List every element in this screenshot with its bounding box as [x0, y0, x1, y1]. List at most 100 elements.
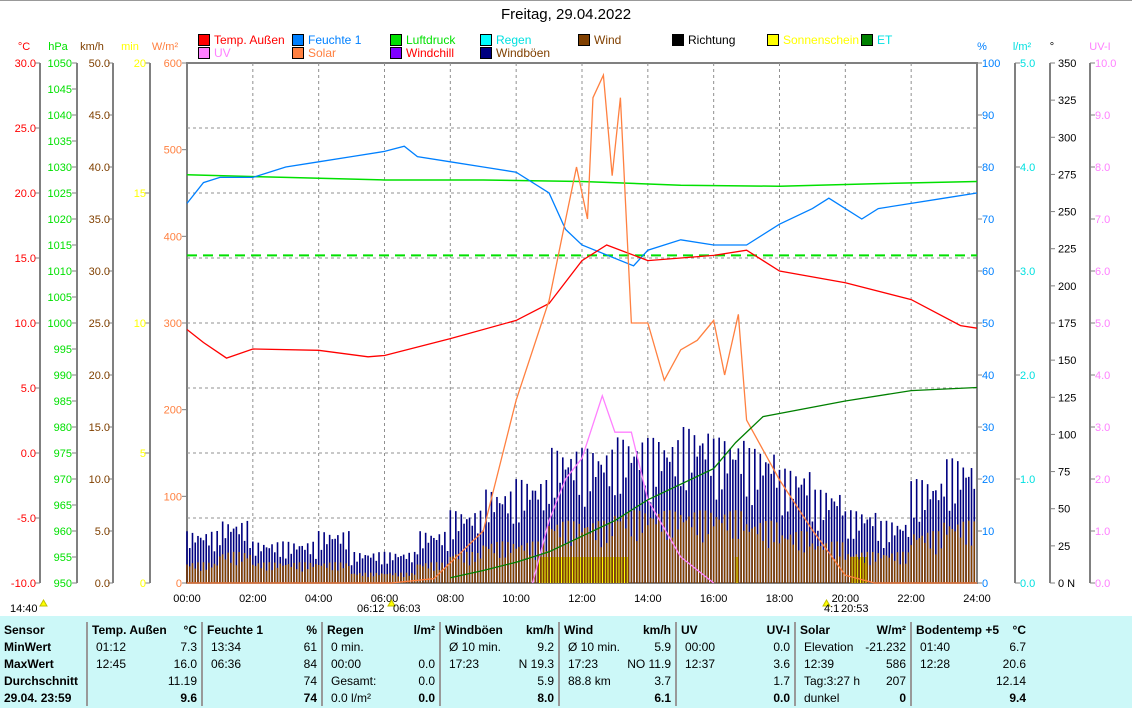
stats-label: 01:40	[920, 640, 951, 654]
axis-tick-label: 1035	[48, 136, 72, 148]
stats-row: Ø 10 min. 5.9	[560, 639, 675, 656]
axis-tick-label: 225	[1058, 244, 1076, 256]
x-tick-label: 18:00	[766, 593, 794, 605]
stats-column: Feuchte 1% 13:34 61 06:36 84 74 74	[203, 622, 323, 706]
legend-label: Temp. Außen	[214, 33, 285, 47]
legend-label: Sonnenschein	[783, 33, 860, 47]
x-tick-label: 12:00	[568, 593, 596, 605]
stats-label: Sensor	[4, 623, 45, 637]
axis-tick-label: 950	[54, 578, 72, 590]
stats-row: 88.8 km 3.7	[560, 673, 675, 690]
stats-row: 0.0	[677, 690, 794, 707]
stats-value: 0.0	[773, 640, 790, 654]
stats-label: dunkel	[804, 691, 840, 705]
stats-label: Solar	[800, 623, 831, 637]
stats-label: 12:39	[804, 657, 835, 671]
axis-tick-label: 30.0	[15, 58, 36, 70]
legend-label: Solar	[308, 46, 337, 60]
stats-value: 9.6	[180, 691, 197, 705]
stats-row: dunkel 0	[796, 690, 910, 707]
stats-label: Windböen	[445, 623, 503, 637]
axis-tick-label: 5	[140, 448, 146, 460]
legend-label: Feuchte 1	[308, 33, 362, 47]
stats-value: °C	[183, 623, 197, 637]
legend-swatch	[767, 34, 779, 46]
legend-label: Luftdruck	[406, 33, 456, 47]
stats-row: 8.0	[441, 690, 558, 707]
axis-tick-label: 50	[982, 318, 994, 330]
stats-value: UV-I	[766, 623, 790, 637]
stats-row: Ø 10 min. 9.2	[441, 639, 558, 656]
axis-tick-label: 25.0	[15, 123, 36, 135]
legend-item: UV	[198, 46, 231, 60]
stats-value: 74	[303, 691, 317, 705]
legend-item: ET	[861, 33, 892, 47]
axis-tick-label: -10.0	[11, 578, 36, 590]
stats-column: Windböen km/h Ø 10 min. 9.2 17:23 N 19.3 5.9 8.…	[441, 622, 560, 706]
stats-row: Elevation -21.232	[796, 639, 910, 656]
axis-tick-label: 1040	[48, 110, 72, 122]
axis-tick-label: 1020	[48, 214, 72, 226]
axis-tick-label: 80	[982, 162, 994, 174]
stats-label: 00:00	[331, 657, 362, 671]
axis-tick-label: 45.0	[89, 110, 110, 122]
series-temp-au-en	[186, 244, 978, 359]
stats-label	[92, 673, 96, 690]
axis-tick-label: 960	[54, 526, 72, 538]
axis-tick-label: 15.0	[89, 422, 110, 434]
axis-tick-label: 10.0	[1095, 58, 1116, 70]
stats-row: 01:40 6.7	[912, 639, 1030, 656]
axis-tick-label: 0	[176, 578, 182, 590]
stats-row: 9.4	[912, 690, 1030, 707]
legend-swatch	[578, 34, 590, 46]
stats-label: 29.04. 23:59	[4, 691, 72, 705]
stats-column: UV UV-I 00:00 0.0 12:37 3.6 1.7 0.0	[677, 622, 796, 706]
legend-item: Luftdruck	[390, 33, 455, 47]
stats-value: N 19.3	[518, 657, 554, 671]
legend-label: ET	[877, 33, 893, 47]
axis-tick-label: 3.0	[1020, 266, 1035, 278]
axis-tick-label: 5.0	[95, 526, 110, 538]
axis-tick-label: 20.0	[15, 188, 36, 200]
axis-tick-label: 0.0	[1020, 578, 1035, 590]
axis-tick-label: 4.0	[1020, 162, 1035, 174]
stats-label: Wind	[564, 623, 594, 637]
stats-row: Solar W/m²	[796, 622, 910, 639]
stats-row: 1.7	[677, 673, 794, 690]
axis-tick-label: 40	[982, 370, 994, 382]
stats-label: Ø 10 min.	[568, 640, 621, 654]
axis-tick-label: 75	[1058, 467, 1070, 479]
axis-unit-pressure: hPa	[48, 41, 68, 53]
sun-marker-icon	[39, 599, 48, 607]
stats-row: Feuchte 1%	[203, 622, 321, 639]
stats-value: 0.0	[773, 691, 790, 705]
stats-column: Solar W/m² Elevation -21.232 12:39 586 Tag:3:2…	[796, 622, 912, 706]
stats-value: 0	[899, 691, 906, 705]
axis-tick-label: 25.0	[89, 318, 110, 330]
stats-row: 0.0 l/m² 0.0	[323, 690, 439, 707]
axis-tick-label: 40.0	[89, 162, 110, 174]
axis-tick-label: 1015	[48, 240, 72, 252]
axis-tick-label: 300	[164, 318, 182, 330]
stats-label: Temp. Außen	[92, 623, 167, 637]
legend-swatch	[861, 34, 873, 46]
stats-value: 5.9	[654, 640, 671, 654]
legend-swatch	[480, 34, 492, 46]
axis-tick-label: 0.0	[21, 448, 36, 460]
legend-swatch	[390, 34, 402, 46]
axis-tick-label: 3.0	[1095, 422, 1110, 434]
sunshine-bar	[734, 557, 739, 583]
stats-value: l/m²	[413, 623, 435, 637]
legend-swatch	[672, 34, 684, 46]
legend-swatch	[390, 47, 402, 59]
legend-swatch	[292, 34, 304, 46]
legend-item: Wind	[578, 33, 621, 47]
axis-tick-label: 0	[140, 578, 146, 590]
axis-tick-label: 300	[1058, 132, 1076, 144]
stats-row: 9.6	[88, 690, 201, 707]
legend-label: Wind	[594, 33, 622, 47]
x-tick-label: 02:00	[239, 593, 267, 605]
x-tick-label: 10:00	[502, 593, 530, 605]
axis-tick-label: 2.0	[1020, 370, 1035, 382]
series-feuchte-1	[186, 145, 978, 267]
